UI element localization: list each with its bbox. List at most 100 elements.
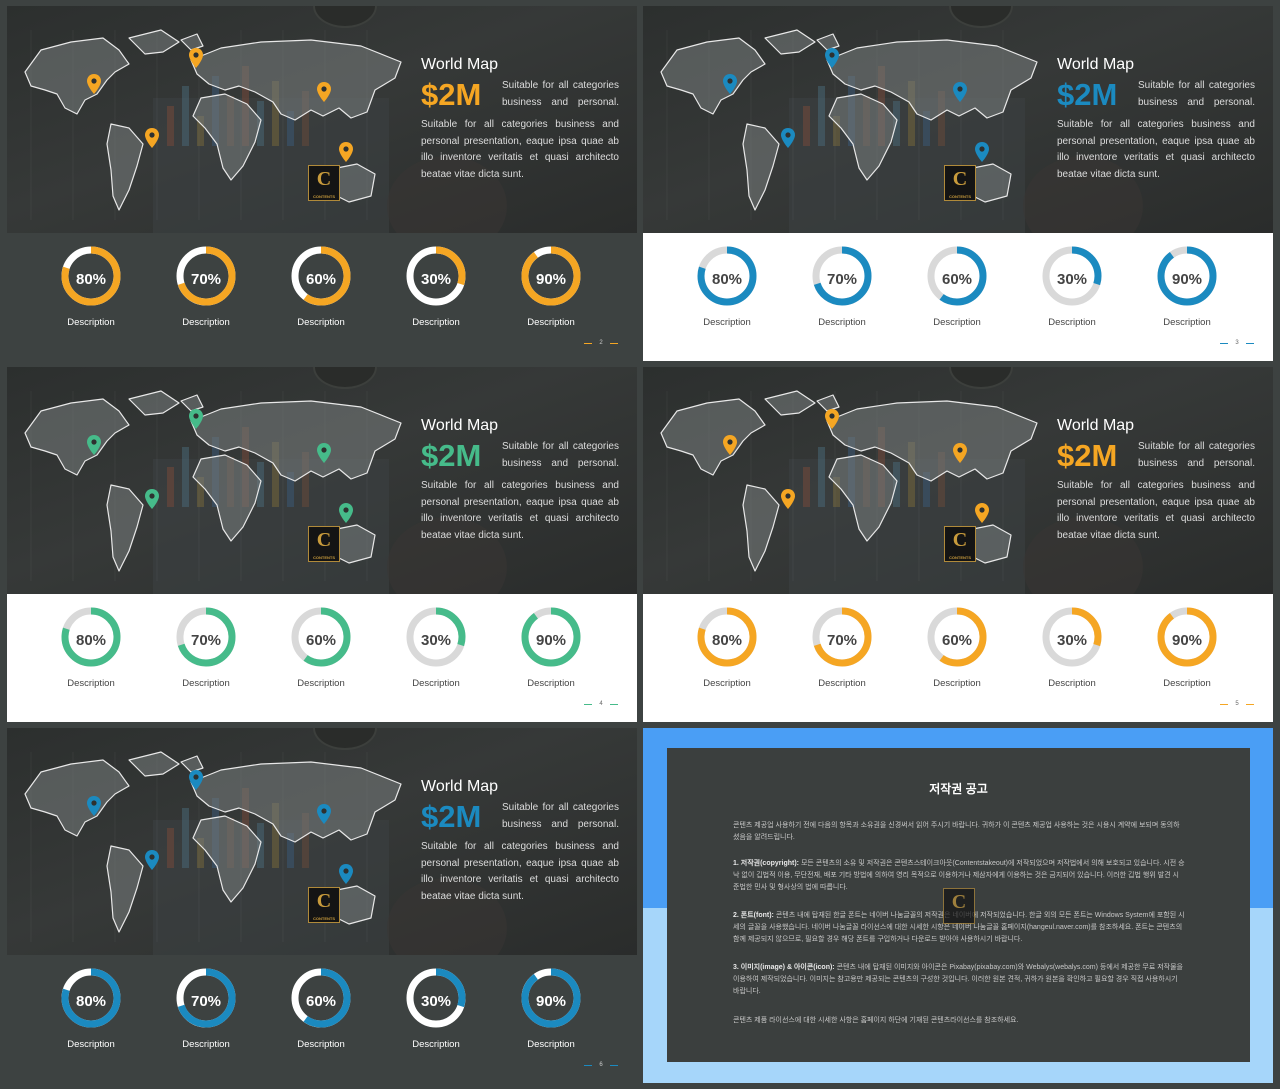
- progress-description: Description: [297, 678, 345, 689]
- slide-5[interactable]: C CONTENTS World Map $2M Suitable for all…: [7, 728, 637, 1083]
- progress-label: 80%: [75, 271, 107, 288]
- progress-ring: 60%: [288, 965, 354, 1031]
- slide-2[interactable]: C CONTENTS World Map $2M Suitable for all…: [643, 6, 1273, 361]
- location-pin-icon[interactable]: [825, 409, 839, 429]
- background-bar: [938, 91, 945, 146]
- progress-label: 30%: [420, 632, 452, 649]
- progress-label: 70%: [826, 632, 858, 649]
- progress-ring: 80%: [694, 604, 760, 670]
- content-logo: C CONTENTS: [944, 526, 976, 562]
- background-bar: [272, 803, 279, 868]
- background-bar: [272, 81, 279, 146]
- progress-description: Description: [527, 678, 575, 689]
- location-pin-icon[interactable]: [339, 503, 353, 523]
- world-map: [24, 751, 402, 942]
- subtitle: Suitable for all categories business and …: [1138, 80, 1255, 108]
- amount-value: $2M: [421, 77, 482, 112]
- subtitle: Suitable for all categories business and …: [1138, 441, 1255, 469]
- location-pin-icon[interactable]: [953, 82, 967, 102]
- location-pin-icon[interactable]: [87, 435, 101, 455]
- location-pin-icon[interactable]: [781, 128, 795, 148]
- page-number: 3: [1220, 338, 1254, 348]
- page-number: 2: [584, 338, 618, 348]
- location-pin-icon[interactable]: [953, 443, 967, 463]
- slide-4[interactable]: C CONTENTS World Map $2M Suitable for all…: [643, 367, 1273, 722]
- background-bar: [302, 91, 309, 146]
- background-bar: [923, 111, 930, 146]
- location-pin-icon[interactable]: [317, 804, 331, 824]
- copyright-card: 저작권 공고 콘텐츠 제공업 사용하기 전에 다음의 항목과 소유권을 신경써서…: [667, 748, 1250, 1062]
- world-map: [660, 390, 1038, 581]
- progress-label: 60%: [305, 632, 337, 649]
- progress-label: 90%: [535, 271, 567, 288]
- progress-label: 60%: [941, 632, 973, 649]
- progress-ring: 30%: [1039, 604, 1105, 670]
- page-number: 5: [1220, 699, 1254, 709]
- progress-label: 60%: [305, 271, 337, 288]
- location-pin-icon[interactable]: [723, 74, 737, 94]
- body-text: Suitable for all categories business and…: [421, 480, 619, 541]
- progress-description: Description: [182, 678, 230, 689]
- location-pin-icon[interactable]: [145, 489, 159, 509]
- progress-description: Description: [1048, 678, 1096, 689]
- location-pin-icon[interactable]: [189, 770, 203, 790]
- progress-description: Description: [412, 678, 460, 689]
- progress-description: Description: [527, 317, 575, 328]
- background-bar: [833, 116, 840, 146]
- background-bar: [302, 452, 309, 507]
- progress-ring: 60%: [288, 243, 354, 309]
- location-pin-icon[interactable]: [339, 142, 353, 162]
- progress-description: Description: [818, 678, 866, 689]
- watermark-logo: C: [943, 888, 975, 924]
- location-pin-icon[interactable]: [339, 864, 353, 884]
- content-logo: C CONTENTS: [308, 165, 340, 201]
- location-pin-icon[interactable]: [189, 48, 203, 68]
- location-pin-icon[interactable]: [189, 409, 203, 429]
- progress-description: Description: [182, 317, 230, 328]
- progress-description: Description: [412, 317, 460, 328]
- background-bar: [287, 111, 294, 146]
- slide-1[interactable]: C CONTENTS World Map $2M Suitable for all…: [7, 6, 637, 361]
- slide-copyright[interactable]: 저작권 공고 콘텐츠 제공업 사용하기 전에 다음의 항목과 소유권을 신경써서…: [643, 728, 1273, 1083]
- location-pin-icon[interactable]: [145, 850, 159, 870]
- location-pin-icon[interactable]: [781, 489, 795, 509]
- location-pin-icon[interactable]: [975, 503, 989, 523]
- location-pin-icon[interactable]: [723, 435, 737, 455]
- location-pin-icon[interactable]: [145, 128, 159, 148]
- location-pin-icon[interactable]: [87, 796, 101, 816]
- slide-title: World Map: [421, 56, 499, 73]
- location-pin-icon[interactable]: [975, 142, 989, 162]
- background-bar: [197, 116, 204, 146]
- progress-description: Description: [933, 317, 981, 328]
- slide-3[interactable]: C CONTENTS World Map $2M Suitable for all…: [7, 367, 637, 722]
- progress-label: 90%: [535, 993, 567, 1010]
- progress-description: Description: [527, 1039, 575, 1050]
- copyright-item-1: 1. 저작권(copyright): 모든 콘텐츠의 소유 및 저작권은 콘텐츠…: [733, 860, 1185, 891]
- slide-title: World Map: [421, 417, 499, 434]
- content-logo: C CONTENTS: [308, 526, 340, 562]
- progress-label: 80%: [75, 993, 107, 1010]
- location-pin-icon[interactable]: [317, 82, 331, 102]
- background-bar: [923, 472, 930, 507]
- slide-title: World Map: [421, 778, 499, 795]
- copyright-item-3: 3. 이미지(image) & 아이콘(icon): 콘텐츠 내에 탑재된 이미…: [733, 964, 1183, 995]
- copyright-title: 저작권 공고: [929, 782, 988, 796]
- progress-label: 30%: [420, 271, 452, 288]
- progress-ring: 90%: [1154, 243, 1220, 309]
- subtitle: Suitable for all categories business and …: [502, 441, 619, 469]
- progress-label: 80%: [75, 632, 107, 649]
- progress-description: Description: [67, 1039, 115, 1050]
- hero-background: C CONTENTS World Map $2M Suitable for all…: [643, 367, 1273, 617]
- progress-description: Description: [818, 317, 866, 328]
- location-pin-icon[interactable]: [317, 443, 331, 463]
- slide-title: World Map: [1057, 56, 1135, 73]
- background-bar: [803, 467, 810, 507]
- progress-ring: 60%: [924, 243, 990, 309]
- location-pin-icon[interactable]: [87, 74, 101, 94]
- progress-label: 30%: [420, 993, 452, 1010]
- progress-label: 60%: [941, 271, 973, 288]
- world-map: [660, 29, 1038, 220]
- location-pin-icon[interactable]: [825, 48, 839, 68]
- subtitle: Suitable for all categories business and …: [502, 80, 619, 108]
- progress-label: 70%: [190, 632, 222, 649]
